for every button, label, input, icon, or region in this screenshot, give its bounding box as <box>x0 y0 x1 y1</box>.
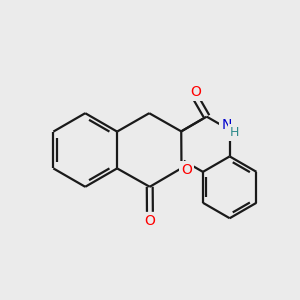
Text: O: O <box>145 214 155 228</box>
Text: O: O <box>181 163 192 177</box>
Text: N: N <box>221 118 232 133</box>
Text: O: O <box>190 85 201 99</box>
Text: H: H <box>230 126 239 139</box>
